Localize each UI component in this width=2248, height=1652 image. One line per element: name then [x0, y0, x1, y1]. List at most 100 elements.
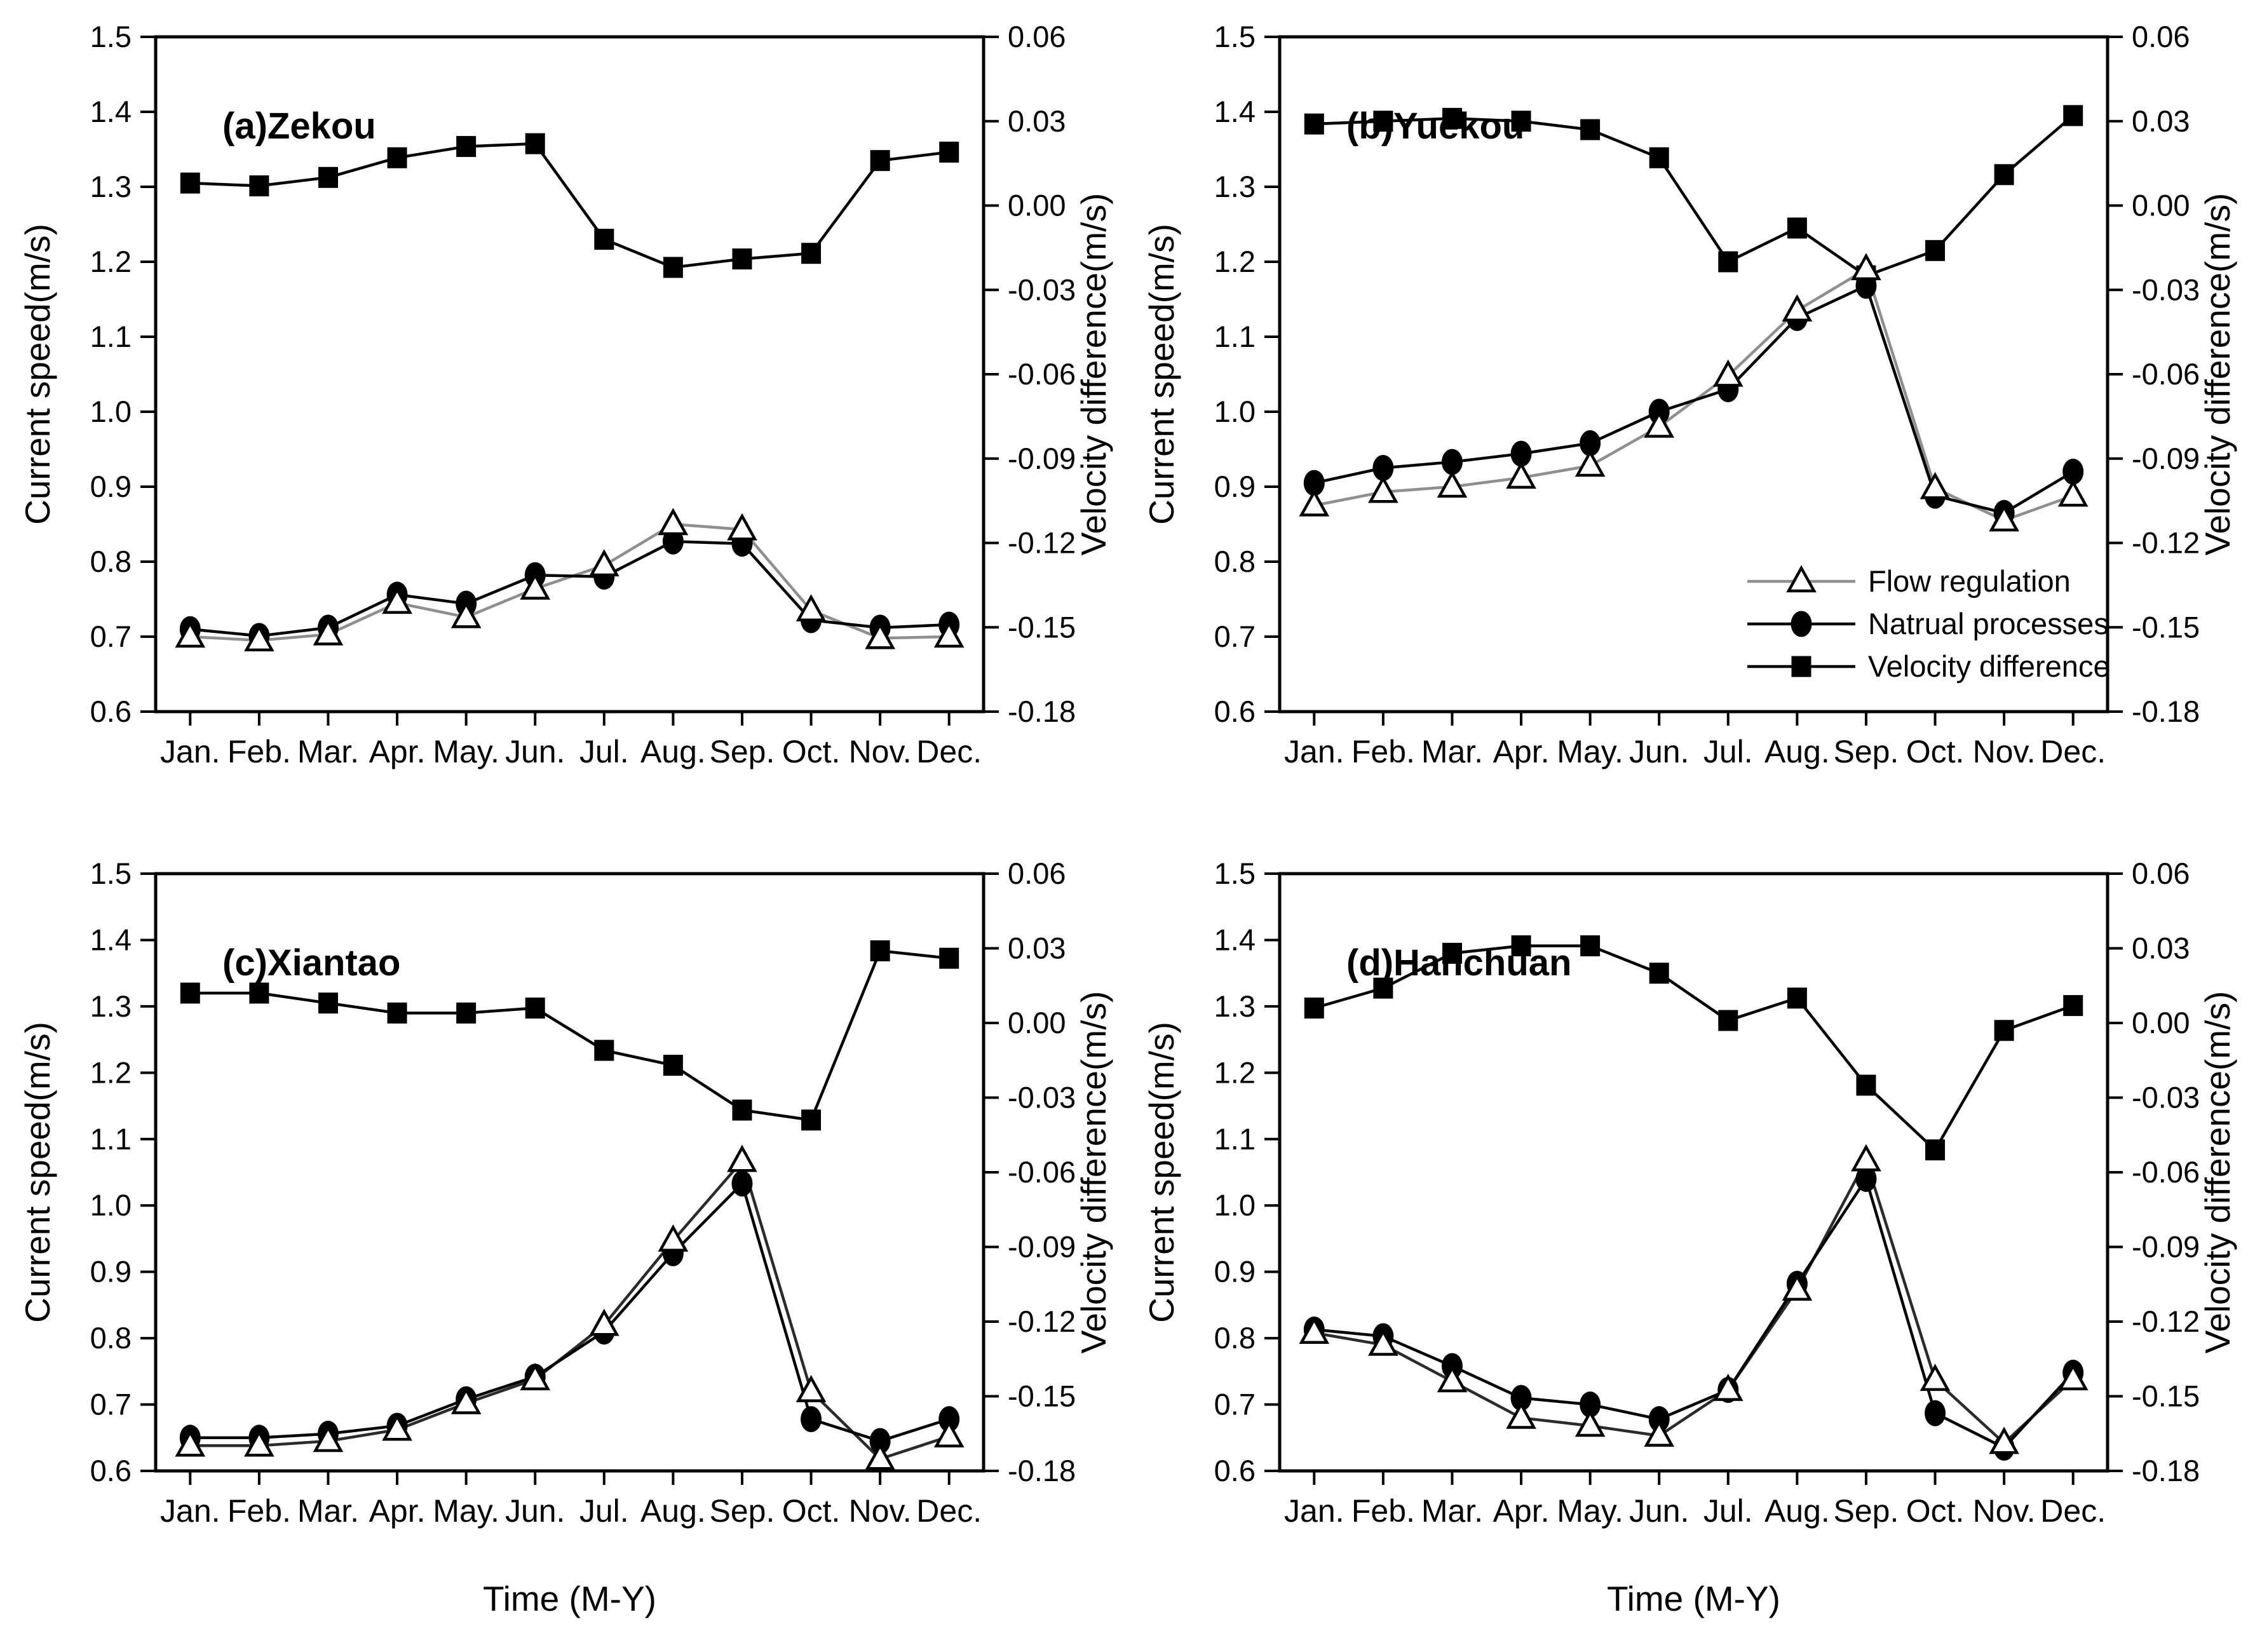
- left-tick-label: 0.7: [90, 1388, 132, 1421]
- left-tick-label: 1.3: [90, 170, 132, 203]
- x-axis: Jan. Feb. Mar. Apr. May. Jun. Jul. Aug. Sep. Oct.…: [1284, 1471, 2106, 1529]
- month-label: Dec.: [916, 734, 982, 769]
- month-label: Dec.: [2040, 734, 2106, 769]
- x-axis-title: Time (M-Y): [483, 1579, 656, 1618]
- x-axis: Jan. Feb. Mar. Apr. May. Jun. Jul. Aug. Sep. Oct.…: [160, 1471, 982, 1529]
- month-label: Nov.: [1973, 1493, 2036, 1529]
- left-tick-label: 0.8: [90, 1321, 132, 1355]
- right-axis-title: Velocity difference(m/s): [1074, 193, 1113, 556]
- chart-c: 1.51.41.31.21.11.00.90.80.70.60.060.030.…: [18, 856, 1113, 1618]
- left-tick-label: 1.5: [90, 20, 132, 53]
- panel-title: (c)Xiantao: [222, 942, 400, 984]
- panel-title: (b)Yuekou: [1346, 105, 1524, 147]
- right-tick-label: -0.03: [1008, 273, 1076, 306]
- left-axis-title: Current speed(m/s): [1142, 1022, 1181, 1323]
- left-tick-label: 1.1: [90, 1122, 132, 1156]
- month-label: Nov.: [849, 1493, 912, 1529]
- left-tick-label: 1.4: [1214, 95, 1256, 128]
- chart-d: 1.51.41.31.21.11.00.90.80.70.60.060.030.…: [1142, 856, 2237, 1618]
- month-label: Jun.: [505, 1493, 565, 1529]
- month-label: May.: [433, 1493, 499, 1529]
- month-label: Aug.: [1764, 1493, 1830, 1529]
- left-tick-label: 1.0: [90, 395, 132, 428]
- right-tick-label: -0.03: [2132, 273, 2200, 306]
- panel-title: (a)Zekou: [222, 105, 376, 147]
- month-label: Nov.: [1973, 734, 2036, 769]
- right-tick-label: -0.09: [1008, 442, 1076, 475]
- legend: Flow regulation Natrual processes Velocity…: [1747, 564, 2110, 683]
- left-tick-label: 1.0: [1214, 395, 1256, 428]
- month-label: Jan.: [160, 734, 220, 769]
- left-tick-label: 1.2: [90, 245, 132, 278]
- right-tick-label: -0.18: [1008, 1454, 1076, 1487]
- left-tick-label: 1.5: [1214, 20, 1256, 53]
- right-axis: 0.06 0.03 0.00 -0.03 -0.06 -0.09 -0.12 -0.15 -0.…: [2108, 856, 2200, 1487]
- right-tick-label: -0.18: [2132, 694, 2200, 728]
- month-label: May.: [1557, 734, 1623, 769]
- right-tick-label: -0.03: [1008, 1081, 1076, 1114]
- month-label: Oct.: [1906, 1493, 1965, 1529]
- left-axis: 1.5 1.4 1.3 1.2 1.1 1.0 0.9 0.8 0.7 0.6: [90, 856, 156, 1487]
- month-label: Sep.: [1834, 734, 1899, 769]
- month-label: May.: [1557, 1493, 1623, 1529]
- right-tick-label: -0.09: [2132, 1230, 2200, 1264]
- month-label: Jan.: [1284, 1493, 1344, 1529]
- month-label: Sep.: [710, 734, 775, 769]
- right-tick-label: -0.15: [1008, 1379, 1076, 1413]
- right-tick-label: 0.06: [1008, 856, 1066, 890]
- right-tick-label: 0.00: [2132, 1006, 2190, 1039]
- left-tick-label: 1.3: [1214, 989, 1256, 1023]
- panel-yuekou: 1.5 1.4 1.3 1.2 1.1 1.0 0.9 0.8 0.7 0.6 0.06 0.03 0.…: [1124, 0, 2248, 826]
- series-flow-regulation-markers: [1299, 1144, 2089, 1454]
- x-axis-title: Time (M-Y): [1607, 1579, 1780, 1618]
- left-axis-title: Current speed(m/s): [18, 224, 57, 525]
- series-flow-regulation-line: [190, 1158, 950, 1461]
- chart-a: 1.51.41.31.21.11.00.90.80.70.60.060.030.…: [18, 20, 1113, 769]
- left-tick-label: 1.1: [1214, 320, 1256, 353]
- legend-label: Natrual processes: [1868, 607, 2109, 640]
- month-label: Aug.: [640, 1493, 706, 1529]
- left-axis: 1.5 1.4 1.3 1.2 1.1 1.0 0.9 0.8 0.7 0.6: [1214, 856, 1280, 1487]
- left-tick-label: 0.9: [90, 470, 132, 503]
- right-tick-label: -0.06: [2132, 357, 2200, 391]
- month-label: Feb.: [1351, 1493, 1415, 1529]
- right-tick-label: 0.03: [2132, 104, 2190, 138]
- left-axis: 1.5 1.4 1.3 1.2 1.1 1.0 0.9 0.8 0.7 0.6: [1214, 20, 1280, 728]
- right-tick-label: 0.03: [1008, 104, 1066, 138]
- left-tick-label: 1.1: [90, 320, 132, 353]
- right-tick-label: -0.06: [2132, 1155, 2200, 1189]
- month-label: Mar.: [297, 1493, 359, 1529]
- left-tick-label: 0.6: [1214, 694, 1256, 728]
- month-label: Feb.: [1351, 734, 1415, 769]
- month-label: Jul.: [579, 734, 629, 769]
- right-tick-label: -0.03: [2132, 1081, 2200, 1114]
- right-tick-label: -0.09: [1008, 1230, 1076, 1264]
- month-label: Apr.: [369, 734, 426, 769]
- series-velocity-difference-line: [190, 142, 949, 269]
- left-tick-label: 0.8: [90, 545, 132, 578]
- left-axis-title: Current speed(m/s): [1142, 224, 1181, 525]
- series-velocity-difference-line: [1313, 944, 2074, 1153]
- series-natural-processes-line: [1314, 1175, 2075, 1450]
- right-axis: 0.06 0.03 0.00 -0.03 -0.06 -0.09 -0.12 -0.15 -0.…: [984, 856, 1076, 1487]
- left-tick-label: 1.3: [1214, 170, 1256, 203]
- right-tick-label: 0.06: [1008, 20, 1066, 53]
- series-velocity-difference-markers: [1304, 935, 2083, 1161]
- left-tick-label: 0.7: [90, 620, 132, 653]
- right-tick-label: -0.12: [1008, 526, 1076, 560]
- right-tick-label: -0.18: [1008, 694, 1076, 728]
- left-tick-label: 1.2: [90, 1055, 132, 1089]
- right-tick-label: 0.00: [1008, 1006, 1066, 1039]
- month-label: Jan.: [1284, 734, 1344, 769]
- month-label: Mar.: [297, 734, 359, 769]
- panel-xiantao: 1.5 1.4 1.3 1.2 1.1 1.0 0.9 0.8 0.7 0.6 0.06 0.03 0.…: [0, 826, 1124, 1652]
- right-tick-label: -0.18: [2132, 1454, 2200, 1487]
- right-tick-label: -0.15: [1008, 610, 1076, 644]
- month-label: Dec.: [2040, 1493, 2106, 1529]
- left-tick-label: 0.6: [90, 1454, 132, 1487]
- month-label: Jun.: [1629, 734, 1689, 769]
- series-natural-processes-markers: [1303, 1165, 2084, 1461]
- month-label: Jul.: [579, 1493, 629, 1529]
- chart-b: 1.51.41.31.21.11.00.90.80.70.60.060.030.…: [1142, 20, 2237, 769]
- right-axis: 0.06 0.03 0.00 -0.03 -0.06 -0.09 -0.12 -0.15 -0.…: [984, 20, 1076, 728]
